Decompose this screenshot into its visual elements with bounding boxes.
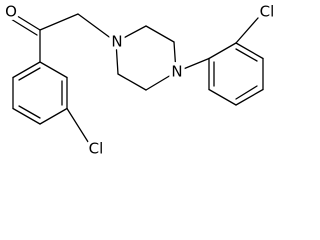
bond	[235, 85, 258, 100]
bonds	[10, 13, 264, 146]
bond	[12, 61, 41, 79]
bond	[115, 25, 147, 43]
bond	[173, 41, 177, 73]
bond	[235, 17, 259, 44]
atom-labels: O N N Cl Cl	[2, 0, 278, 158]
bond	[66, 107, 91, 146]
atom-label: O	[5, 3, 17, 21]
bond	[10, 18, 38, 36]
bond	[18, 105, 41, 119]
bond	[235, 42, 264, 60]
bond	[235, 48, 258, 62]
bond	[208, 88, 237, 106]
atom-label: Cl	[260, 3, 275, 21]
molecule-diagram: O N N Cl Cl	[2, 0, 278, 158]
bond	[175, 57, 210, 73]
bond	[13, 13, 41, 31]
bond	[77, 13, 117, 43]
bond	[12, 107, 41, 125]
bond	[208, 42, 237, 60]
bond	[235, 88, 264, 106]
bond	[39, 13, 79, 31]
atom-label: N	[111, 33, 122, 51]
bond	[145, 71, 177, 91]
bond	[39, 107, 68, 125]
bond	[117, 73, 147, 91]
bond	[145, 25, 175, 43]
bond	[115, 41, 119, 75]
bond	[18, 67, 41, 81]
bond	[39, 61, 68, 79]
atom-label: Cl	[89, 140, 104, 158]
page: {"molecule": {"atom_labels": ["O", "N", …	[2, 0, 278, 158]
atom-label: N	[171, 63, 182, 81]
